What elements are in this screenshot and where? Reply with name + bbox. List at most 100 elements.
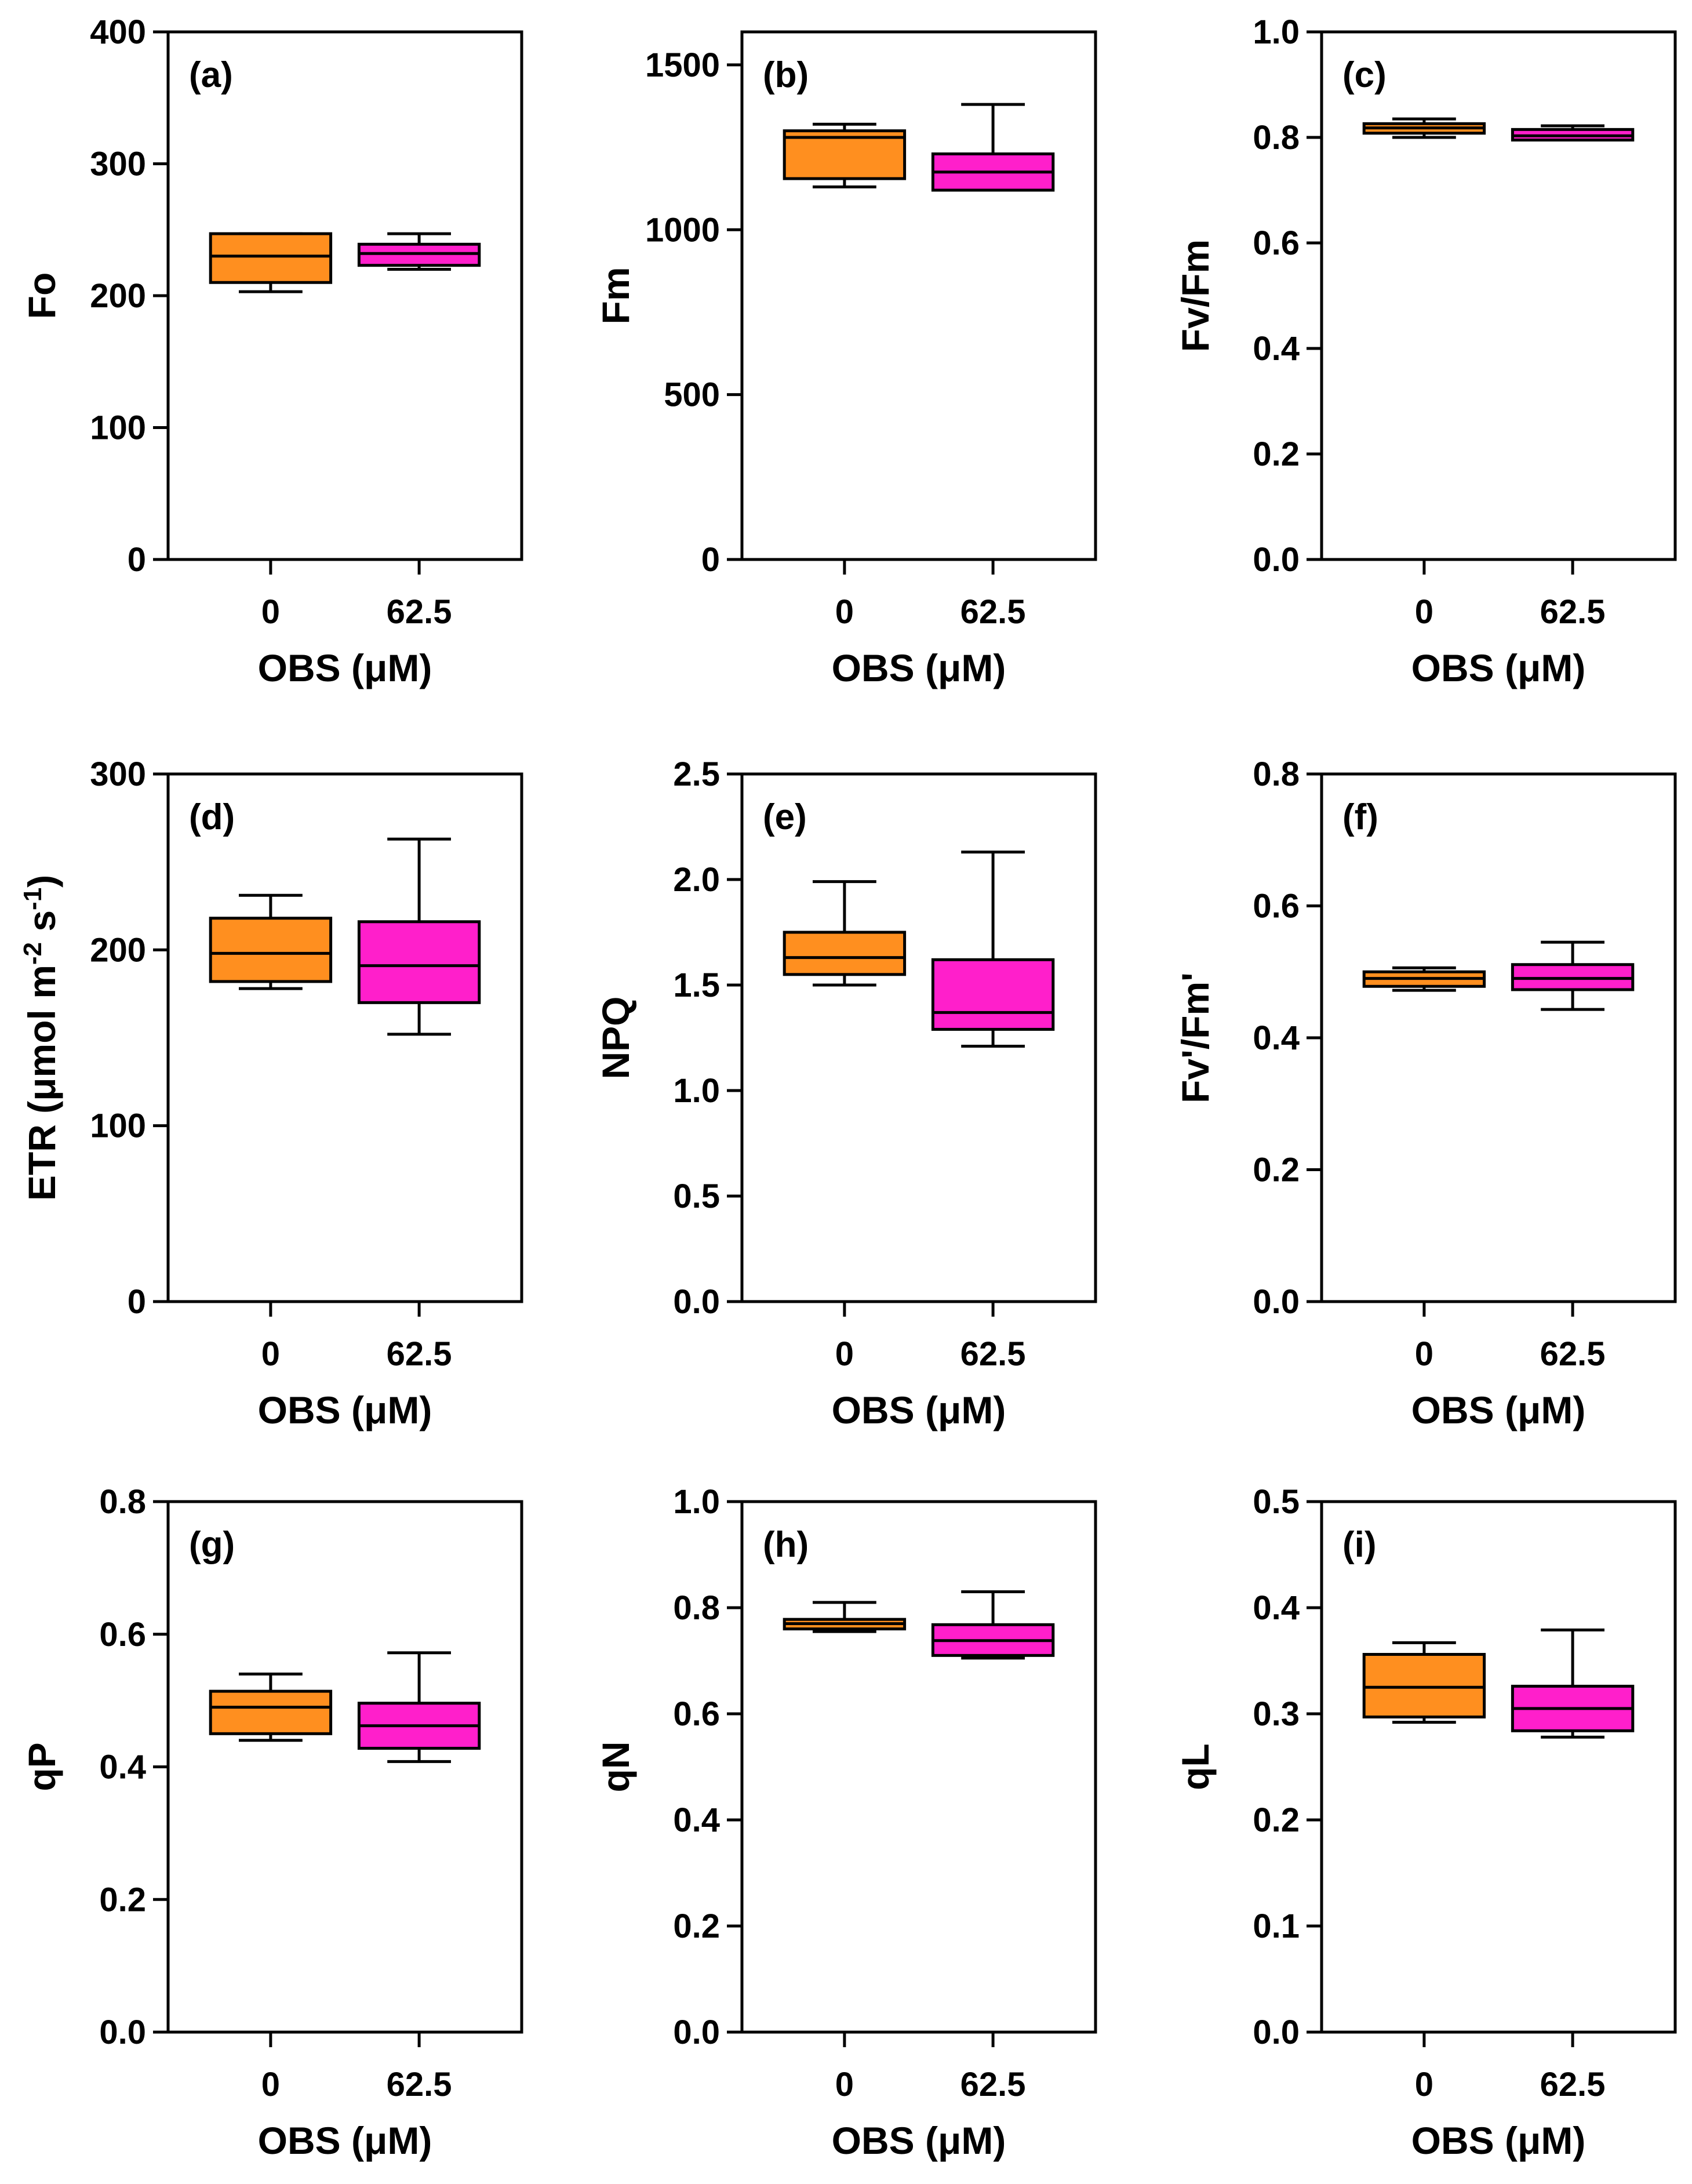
box-iqr [931, 958, 1055, 1031]
y-tick-label: 0.8 [673, 1589, 720, 1627]
chart-panel-g: 0.0 0.2 0.4 0.6 0.8 0 62.5 OBS (μM) qP (g) [20, 1483, 523, 2162]
box-control [209, 1672, 333, 1742]
y-axis-title-superscript: -1 [19, 888, 47, 910]
box-treatment [931, 1590, 1055, 1660]
box-iqr [209, 917, 333, 983]
x-tick-label: 62.5 [387, 2066, 452, 2103]
box-iqr [209, 232, 333, 284]
box-control [1362, 966, 1486, 992]
box-control [783, 1601, 907, 1633]
y-tick-label: 0.5 [673, 1178, 720, 1215]
x-axis-title: OBS (μM) [1411, 1389, 1586, 1431]
x-tick-label: 0 [835, 2066, 854, 2103]
y-axis-title-part: ) [20, 875, 63, 888]
y-tick-label: 0.0 [1253, 541, 1300, 579]
y-tick-label: 0.0 [673, 2014, 720, 2051]
x-tick-label: 0 [1415, 593, 1433, 631]
x-tick-label: 62.5 [1540, 2066, 1606, 2103]
y-tick-label: 0.4 [673, 1801, 720, 1839]
y-axis-title: ETR (μmol m-2 s-1) [19, 875, 63, 1201]
x-tick-label: 62.5 [1540, 593, 1606, 631]
box-treatment [1511, 940, 1635, 1011]
y-tick-label: 0.4 [99, 1749, 146, 1786]
y-tick-label: 200 [90, 277, 146, 315]
y-tick-label: 1.0 [673, 1483, 720, 1521]
y-axis-title: Fv'/Fm' [1174, 972, 1217, 1103]
x-axis-title: OBS (μM) [832, 646, 1006, 689]
x-tick-label: 62.5 [1540, 1335, 1606, 1373]
y-tick-label: 0.2 [673, 1907, 720, 1945]
panel-label: (b) [763, 55, 809, 95]
y-tick-label: 0.3 [1253, 1695, 1300, 1733]
y-tick-label: 400 [90, 13, 146, 51]
y-axis-title: NPQ [594, 996, 637, 1079]
chart-panel-i: 0.0 0.1 0.2 0.3 0.4 0.5 0 62.5 OBS (μM) qL (i) [1174, 1483, 1677, 2162]
y-axis-title: qN [594, 1742, 637, 1793]
y-axis-title: qL [1174, 1743, 1217, 1790]
box-iqr [783, 931, 907, 976]
box-iqr [357, 920, 481, 1004]
box-treatment [1511, 124, 1635, 142]
box-treatment [1511, 1628, 1635, 1739]
y-tick-label: 0 [128, 1283, 146, 1321]
y-tick-label: 0.0 [1253, 1283, 1300, 1321]
y-tick-label: 0.1 [1253, 1907, 1300, 1945]
box-iqr [1362, 1653, 1486, 1718]
box-control [783, 880, 907, 987]
y-tick-label: 0.8 [1253, 119, 1300, 157]
box-treatment [357, 837, 481, 1036]
panel-label: (a) [189, 55, 233, 95]
y-tick-label: 300 [90, 755, 146, 793]
box-control [209, 232, 333, 293]
y-tick-label: 1000 [645, 211, 720, 249]
y-tick-label: 0.4 [1253, 1019, 1300, 1057]
y-tick-label: 200 [90, 931, 146, 969]
panel-label: (d) [189, 797, 235, 837]
y-tick-label: 0.0 [1253, 2014, 1300, 2051]
y-tick-label: 0.4 [1253, 1589, 1300, 1627]
chart-panel-b: 0 500 1000 1500 0 62.5 OBS (μM) Fm (b) [594, 30, 1097, 689]
x-tick-label: 0 [261, 2066, 280, 2103]
y-tick-label: 1.0 [673, 1072, 720, 1110]
x-tick-label: 0 [835, 593, 854, 631]
x-tick-label: 62.5 [960, 2066, 1026, 2103]
box-treatment [931, 851, 1055, 1048]
y-tick-label: 0.6 [1253, 888, 1300, 925]
y-tick-label: 300 [90, 146, 146, 183]
box-control [1362, 1641, 1486, 1724]
box-treatment [357, 1651, 481, 1763]
x-tick-label: 0 [261, 1335, 280, 1373]
x-axis-title: OBS (μM) [1411, 646, 1586, 689]
y-tick-label: 500 [664, 376, 720, 414]
panel-label: (e) [763, 797, 807, 837]
chart-panel-h: 0.0 0.2 0.4 0.6 0.8 1.0 0 62.5 OBS (μM) qN (h) [594, 1483, 1097, 2162]
x-tick-label: 62.5 [960, 1335, 1026, 1373]
x-axis-title: OBS (μM) [258, 646, 432, 689]
y-tick-label: 100 [90, 1107, 146, 1145]
y-tick-label: 0.8 [1253, 755, 1300, 793]
x-axis-title: OBS (μM) [832, 1389, 1006, 1431]
chart-panel-c: 0.0 0.2 0.4 0.6 0.8 1.0 0 62.5 OBS (μM) Fv/Fm (c) [1174, 13, 1677, 689]
x-axis-title: OBS (μM) [1411, 2119, 1586, 2162]
y-tick-label: 1.0 [1253, 13, 1300, 51]
y-tick-label: 0 [128, 541, 146, 579]
x-tick-label: 0 [1415, 1335, 1433, 1373]
y-tick-label: 0.2 [1253, 435, 1300, 473]
y-tick-label: 0.2 [99, 1881, 146, 1918]
panel-label: (g) [189, 1525, 235, 1565]
y-axis-title: Fm [594, 267, 637, 325]
box-treatment [931, 103, 1055, 192]
box-control [1362, 117, 1486, 139]
box-iqr [209, 1689, 333, 1735]
y-tick-label: 0.4 [1253, 330, 1300, 368]
chart-panel-a: 0 100 200 300 400 0 62.5 OBS (μM) Fo (a) [20, 13, 523, 689]
y-axis-title: qP [20, 1742, 63, 1791]
y-tick-label: 0.2 [1253, 1151, 1300, 1189]
y-tick-label: 0.5 [1253, 1483, 1300, 1521]
y-tick-label: 0.8 [99, 1483, 146, 1521]
y-axis-title: Fo [20, 272, 63, 319]
y-tick-label: 100 [90, 409, 146, 447]
y-tick-label: 0.6 [99, 1616, 146, 1654]
y-tick-label: 2.0 [673, 861, 720, 899]
x-tick-label: 62.5 [387, 1335, 452, 1373]
